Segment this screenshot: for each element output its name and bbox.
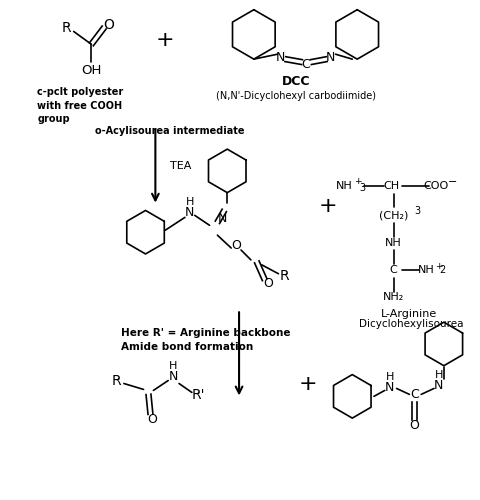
Text: N: N bbox=[326, 50, 336, 64]
Text: C: C bbox=[390, 265, 397, 275]
Text: O: O bbox=[264, 277, 274, 290]
Text: O: O bbox=[231, 238, 241, 252]
Text: Dicyclohexylisourea: Dicyclohexylisourea bbox=[359, 319, 464, 329]
Text: −: − bbox=[448, 177, 457, 187]
Text: with free COOH: with free COOH bbox=[37, 100, 122, 110]
Text: +: + bbox=[299, 374, 317, 394]
Text: H: H bbox=[385, 372, 394, 382]
Text: TEA: TEA bbox=[170, 161, 192, 171]
Text: O: O bbox=[409, 418, 419, 432]
Text: 3: 3 bbox=[414, 206, 420, 216]
Text: CH: CH bbox=[384, 180, 400, 190]
Text: 3: 3 bbox=[359, 182, 365, 192]
Text: H: H bbox=[186, 196, 194, 206]
Text: NH₂: NH₂ bbox=[383, 292, 404, 302]
Text: NH: NH bbox=[336, 180, 352, 190]
Text: C: C bbox=[410, 388, 419, 401]
Text: N: N bbox=[168, 370, 178, 383]
Text: O: O bbox=[104, 18, 115, 32]
Text: H: H bbox=[169, 360, 177, 370]
Text: R': R' bbox=[192, 388, 205, 402]
Text: N: N bbox=[385, 381, 395, 394]
Text: group: group bbox=[37, 114, 70, 124]
Text: O: O bbox=[147, 412, 157, 426]
Text: R: R bbox=[111, 374, 121, 388]
Text: N: N bbox=[185, 206, 194, 219]
Text: +: + bbox=[354, 178, 362, 186]
Text: N: N bbox=[217, 212, 227, 225]
Text: +: + bbox=[156, 30, 175, 50]
Text: N: N bbox=[276, 50, 285, 64]
Text: N: N bbox=[434, 379, 444, 392]
Text: o-Acylisourea intermediate: o-Acylisourea intermediate bbox=[96, 126, 245, 136]
Text: H: H bbox=[435, 370, 443, 380]
Text: +: + bbox=[318, 196, 337, 216]
Text: COO: COO bbox=[423, 180, 449, 190]
Text: R: R bbox=[279, 268, 289, 282]
Text: 2: 2 bbox=[440, 265, 446, 275]
Text: NH: NH bbox=[385, 238, 402, 248]
Text: Here R' = Arginine backbone: Here R' = Arginine backbone bbox=[121, 328, 290, 338]
Text: R: R bbox=[62, 20, 72, 34]
Text: DCC: DCC bbox=[282, 76, 311, 88]
Text: C: C bbox=[301, 58, 311, 70]
Text: +: + bbox=[435, 262, 443, 272]
Text: (N,N'-Dicyclohexyl carbodiimide): (N,N'-Dicyclohexyl carbodiimide) bbox=[216, 90, 376, 101]
Text: L-Arginine: L-Arginine bbox=[381, 310, 437, 320]
Text: c-pclt polyester: c-pclt polyester bbox=[37, 87, 123, 97]
Text: Amide bond formation: Amide bond formation bbox=[121, 342, 253, 352]
Text: OH: OH bbox=[81, 64, 102, 76]
Text: NH: NH bbox=[418, 265, 434, 275]
Text: (CH₂): (CH₂) bbox=[379, 210, 408, 220]
